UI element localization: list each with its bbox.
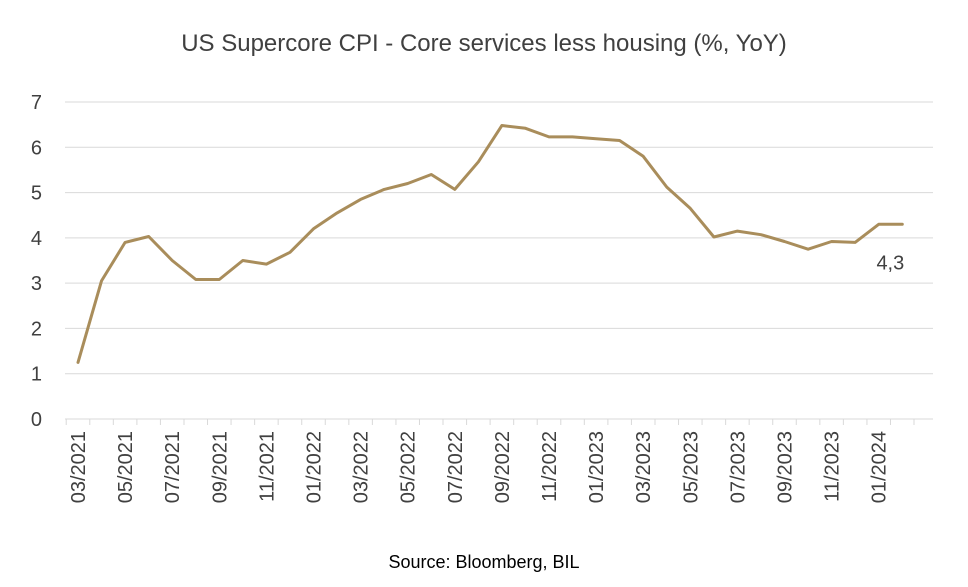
- y-tick-label: 6: [31, 137, 42, 159]
- chart-title: US Supercore CPI - Core services less ho…: [181, 30, 787, 57]
- gridlines: [65, 101, 933, 375]
- end-value-label: 4,3: [876, 252, 904, 274]
- x-tick-label: 07/2021: [162, 431, 184, 503]
- x-tick-label: 05/2021: [115, 431, 137, 503]
- x-tick-label: 01/2024: [869, 431, 891, 503]
- data-labels: 4,3: [876, 252, 904, 274]
- y-tick-label: 7: [31, 92, 42, 114]
- y-tick-label: 0: [31, 409, 42, 431]
- x-axis-ticks: 03/2021 05/2021 07/2021 09/2021 11/2021 01/20…: [68, 431, 891, 503]
- y-tick-label: 2: [31, 318, 42, 340]
- x-tick-label: 09/2021: [209, 431, 231, 503]
- series-line: [76, 124, 904, 364]
- x-tick-label: 09/2023: [775, 431, 797, 503]
- source-note: Source: Bloomberg, BIL: [388, 552, 580, 572]
- x-axis: [65, 418, 933, 425]
- x-tick-label: 03/2022: [351, 431, 373, 503]
- y-tick-label: 5: [31, 183, 42, 205]
- x-tick-label: 05/2023: [680, 431, 702, 503]
- x-tick-label: 07/2022: [445, 431, 467, 503]
- x-tick-label: 11/2023: [822, 431, 844, 502]
- x-tick-label: 11/2022: [539, 431, 561, 502]
- x-tick-label: 07/2023: [727, 431, 749, 503]
- x-tick-label: 09/2022: [492, 431, 514, 503]
- y-tick-label: 3: [31, 273, 42, 295]
- x-tick-label: 03/2023: [633, 431, 655, 503]
- x-tick-label: 03/2021: [68, 431, 90, 503]
- y-tick-label: 4: [31, 228, 42, 250]
- y-tick-label: 1: [31, 364, 42, 386]
- y-axis-ticks: 0 1 2 3 4 5 6 7: [31, 92, 42, 431]
- x-tick-label: 01/2022: [304, 431, 326, 503]
- x-tick-label: 01/2023: [586, 431, 608, 503]
- series-layer: [76, 124, 904, 364]
- x-tick-label: 05/2022: [398, 431, 420, 503]
- x-tick-label: 11/2021: [256, 431, 278, 502]
